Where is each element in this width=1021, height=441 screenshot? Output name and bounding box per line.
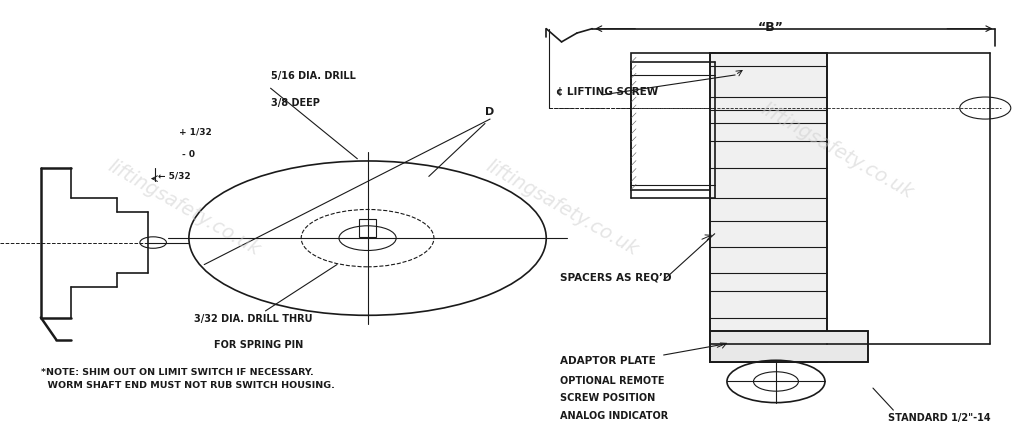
Text: 3/32 DIA. DRILL THRU: 3/32 DIA. DRILL THRU xyxy=(194,314,312,324)
Bar xyxy=(710,331,868,362)
Text: STANDARD 1/2"-14: STANDARD 1/2"-14 xyxy=(888,413,991,423)
Bar xyxy=(710,53,827,362)
Text: ¢ LIFTING SCREW: ¢ LIFTING SCREW xyxy=(556,87,659,97)
Bar xyxy=(710,331,868,362)
Text: OPTIONAL REMOTE: OPTIONAL REMOTE xyxy=(560,376,664,386)
Text: FOR SPRING PIN: FOR SPRING PIN xyxy=(214,340,303,351)
Bar xyxy=(359,219,376,237)
Text: liftingsafety.co.uk: liftingsafety.co.uk xyxy=(104,157,263,260)
Text: ADAPTOR PLATE: ADAPTOR PLATE xyxy=(560,356,655,366)
Bar xyxy=(631,53,715,190)
Text: ANALOG INDICATOR: ANALOG INDICATOR xyxy=(560,411,668,421)
Text: “B”: “B” xyxy=(758,21,784,34)
Text: 3/8 DEEP: 3/8 DEEP xyxy=(271,98,320,108)
Text: - 0: - 0 xyxy=(182,149,195,159)
Bar xyxy=(710,53,827,362)
Text: SPACERS AS REQ’D: SPACERS AS REQ’D xyxy=(560,272,671,282)
Text: liftingsafety.co.uk: liftingsafety.co.uk xyxy=(758,100,917,202)
Text: liftingsafety.co.uk: liftingsafety.co.uk xyxy=(482,157,641,260)
Text: D: D xyxy=(485,107,494,117)
Text: + 1/32: + 1/32 xyxy=(179,127,211,137)
Text: SCREW POSITION: SCREW POSITION xyxy=(560,393,654,404)
Text: ← 5/32: ← 5/32 xyxy=(158,172,191,181)
Text: 5/16 DIA. DRILL: 5/16 DIA. DRILL xyxy=(271,71,355,82)
Text: *NOTE: SHIM OUT ON LIMIT SWITCH IF NECESSARY.
  WORM SHAFT END MUST NOT RUB SWIT: *NOTE: SHIM OUT ON LIMIT SWITCH IF NECES… xyxy=(41,368,335,390)
